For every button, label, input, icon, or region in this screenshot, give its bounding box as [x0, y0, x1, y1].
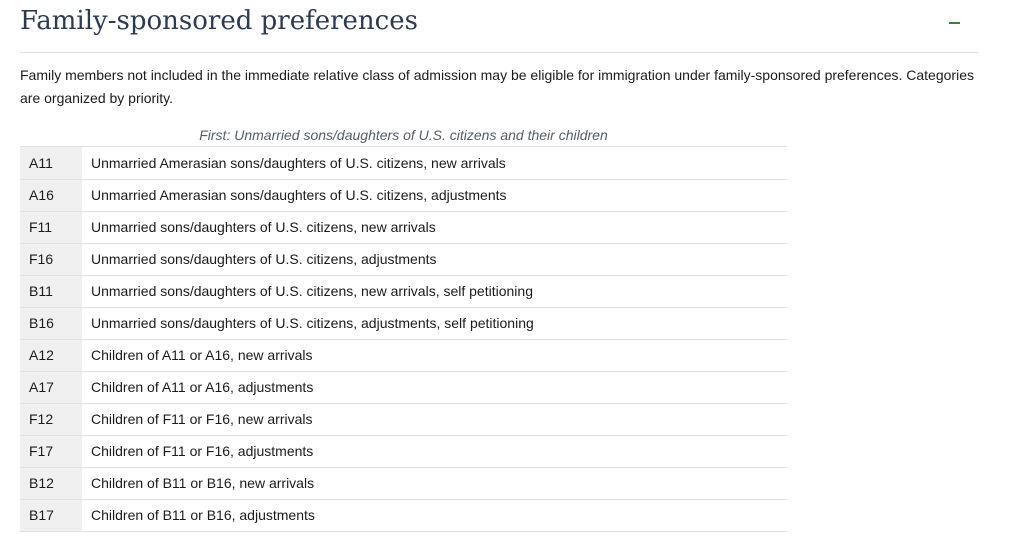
class-code: B16: [20, 307, 82, 340]
class-code: B17: [20, 499, 82, 532]
category-table-container: First: Unmarried sons/daughters of U.S. …: [20, 124, 787, 532]
class-description: Children of F11 or F16, adjustments: [82, 435, 787, 468]
category-table: A11 Unmarried Amerasian sons/daughters o…: [20, 147, 787, 532]
table-row: A12 Children of A11 or A16, new arrivals: [20, 339, 787, 372]
table-row: B16 Unmarried sons/daughters of U.S. cit…: [20, 307, 787, 340]
class-code: F16: [20, 243, 82, 276]
class-code: A17: [20, 371, 82, 404]
class-description: Unmarried sons/daughters of U.S. citizen…: [82, 243, 787, 276]
collapse-toggle-button[interactable]: [946, 10, 966, 34]
table-row: F16 Unmarried sons/daughters of U.S. cit…: [20, 243, 787, 276]
class-code: A16: [20, 179, 82, 212]
table-row: F11 Unmarried sons/daughters of U.S. cit…: [20, 211, 787, 244]
class-code: F11: [20, 211, 82, 244]
class-description: Unmarried Amerasian sons/daughters of U.…: [82, 179, 787, 212]
class-code: F17: [20, 435, 82, 468]
table-row: A11 Unmarried Amerasian sons/daughters o…: [20, 147, 787, 180]
table-row: B17 Children of B11 or B16, adjustments: [20, 499, 787, 532]
table-caption: First: Unmarried sons/daughters of U.S. …: [20, 124, 787, 147]
class-description: Children of B11 or B16, adjustments: [82, 499, 787, 532]
class-code: F12: [20, 403, 82, 436]
table-row: B11 Unmarried sons/daughters of U.S. cit…: [20, 275, 787, 308]
class-description: Children of B11 or B16, new arrivals: [82, 467, 787, 500]
table-row: F12 Children of F11 or F16, new arrivals: [20, 403, 787, 436]
class-code: A12: [20, 339, 82, 372]
class-code: A11: [20, 147, 82, 180]
class-description: Children of F11 or F16, new arrivals: [82, 403, 787, 436]
class-description: Unmarried sons/daughters of U.S. citizen…: [82, 211, 787, 244]
class-code: B12: [20, 467, 82, 500]
class-description: Children of A11 or A16, adjustments: [82, 371, 787, 404]
intro-paragraph: Family members not included in the immed…: [20, 67, 974, 106]
class-description: Children of A11 or A16, new arrivals: [82, 339, 787, 372]
accordion-header[interactable]: Family-sponsored preferences: [20, 0, 978, 53]
table-row: B12 Children of B11 or B16, new arrivals: [20, 467, 787, 500]
class-code: B11: [20, 275, 82, 308]
table-row: A17 Children of A11 or A16, adjustments: [20, 371, 787, 404]
class-description: Unmarried sons/daughters of U.S. citizen…: [82, 275, 787, 308]
table-row: F17 Children of F11 or F16, adjustments: [20, 435, 787, 468]
class-description: Unmarried Amerasian sons/daughters of U.…: [82, 147, 787, 180]
class-description: Unmarried sons/daughters of U.S. citizen…: [82, 307, 787, 340]
minus-icon: [949, 22, 960, 24]
section-title: Family-sponsored preferences: [20, 6, 418, 36]
table-row: A16 Unmarried Amerasian sons/daughters o…: [20, 179, 787, 212]
